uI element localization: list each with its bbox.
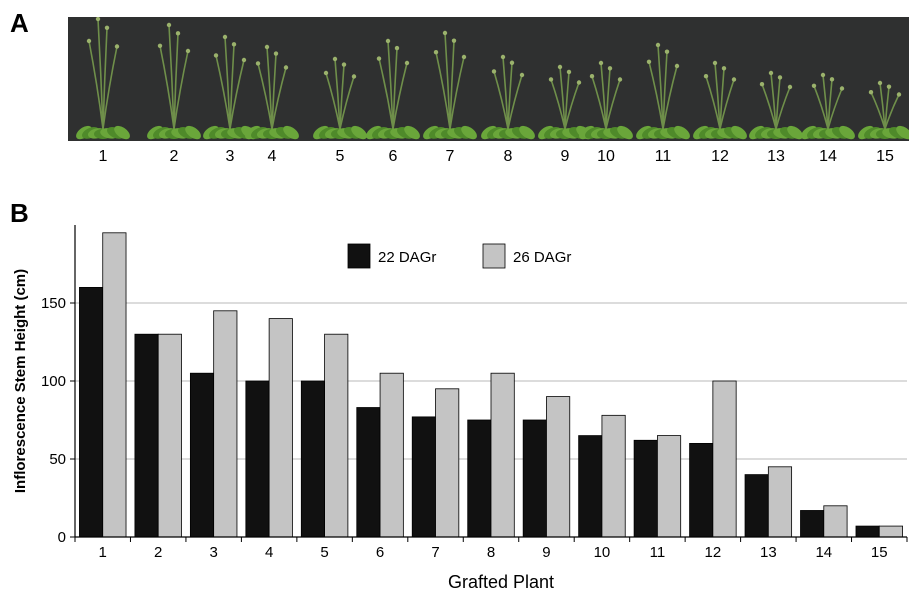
legend-label: 26 DAGr <box>513 249 571 266</box>
bar <box>268 318 293 538</box>
bar <box>490 372 515 538</box>
x-tick-label: 11 <box>650 544 666 561</box>
x-tick-label: 5 <box>320 544 328 561</box>
bar <box>522 419 547 538</box>
x-tick-label: 7 <box>431 544 439 561</box>
photo-plant-label: 14 <box>819 148 837 165</box>
plant <box>693 60 747 140</box>
photo-plant-label: 8 <box>503 148 513 165</box>
plant <box>481 54 535 140</box>
bar <box>546 396 571 538</box>
photo-plant-label: 5 <box>335 148 345 165</box>
bar <box>800 510 825 538</box>
bar <box>657 435 682 538</box>
bar <box>157 333 182 538</box>
bar <box>300 380 325 538</box>
x-tick-label: 4 <box>265 544 273 561</box>
y-axis-title: Inflorescence Stem Height (cm) <box>12 269 29 493</box>
y-tick-label: 150 <box>41 295 66 312</box>
bar <box>435 388 460 538</box>
x-tick-label: 6 <box>376 544 384 561</box>
legend-label: 22 DAGr <box>378 249 436 266</box>
x-tick-label: 10 <box>594 544 611 561</box>
plant-photo-strip <box>68 16 909 141</box>
x-tick-label: 2 <box>154 544 162 561</box>
bar <box>744 474 769 538</box>
legend-swatch <box>482 243 506 269</box>
plant <box>423 30 477 140</box>
bar <box>356 407 381 538</box>
bar <box>633 439 658 538</box>
y-tick-label: 50 <box>49 451 66 468</box>
bar <box>767 466 793 538</box>
photo-plant-label: 15 <box>876 148 894 165</box>
legend-swatch <box>347 243 371 269</box>
y-tick-label: 0 <box>58 529 66 546</box>
bar <box>189 372 215 538</box>
plant <box>636 42 690 140</box>
bar <box>712 380 737 538</box>
plant <box>76 16 130 140</box>
x-tick-label: 9 <box>542 544 550 561</box>
plant <box>858 80 909 140</box>
x-tick-label: 15 <box>871 544 888 561</box>
plant <box>538 64 592 140</box>
photo-plant-label: 7 <box>445 148 455 165</box>
plant <box>801 72 855 140</box>
photo-plant-label: 9 <box>560 148 570 165</box>
photo-plant-label: 2 <box>169 148 179 165</box>
photo-plant-label: 10 <box>597 148 615 165</box>
bar <box>878 525 903 538</box>
plant <box>313 56 367 140</box>
x-tick-label: 13 <box>760 544 777 561</box>
plant <box>366 38 420 140</box>
photo-plant-label: 12 <box>711 148 729 165</box>
plant <box>749 70 803 140</box>
plant <box>245 44 299 140</box>
x-tick-label: 3 <box>209 544 217 561</box>
bar <box>245 380 270 538</box>
bar <box>213 310 238 538</box>
bar <box>823 505 848 538</box>
bar <box>601 414 626 538</box>
plant <box>147 22 201 140</box>
bar <box>79 286 104 538</box>
bar <box>855 525 880 538</box>
x-tick-label: 1 <box>99 544 107 561</box>
bar <box>578 435 603 538</box>
photo-plant-label: 13 <box>767 148 785 165</box>
photo-plant-label: 1 <box>98 148 108 165</box>
bar <box>379 372 404 538</box>
photo-plant-label: 3 <box>225 148 235 165</box>
x-tick-label: 14 <box>815 544 832 561</box>
x-tick-label: 12 <box>705 544 722 561</box>
y-tick-label: 100 <box>41 373 66 390</box>
bar <box>324 333 349 538</box>
bar <box>134 333 159 538</box>
plant <box>203 34 257 140</box>
photo-plant-label: 4 <box>267 148 277 165</box>
panel-a-letter: A <box>10 8 29 38</box>
photo-plant-label: 11 <box>654 148 672 165</box>
plant-photo <box>76 16 909 140</box>
bar <box>411 416 436 538</box>
bar <box>467 419 492 538</box>
photo-plant-label: 6 <box>388 148 398 165</box>
bar <box>689 442 714 538</box>
panel-b-letter: B <box>10 198 29 228</box>
plant <box>579 60 633 140</box>
x-axis-title: Grafted Plant <box>448 572 554 592</box>
x-tick-label: 8 <box>487 544 495 561</box>
bar <box>102 232 127 538</box>
